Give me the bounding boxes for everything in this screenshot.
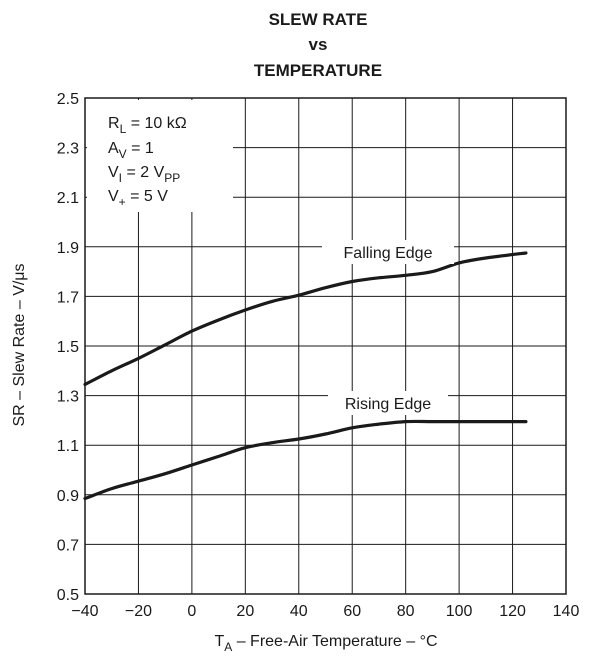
x-tick-label: 140	[553, 603, 580, 620]
x-tick-label: −20	[125, 603, 152, 620]
chart-title-line-3: TEMPERATURE	[254, 61, 382, 80]
tick-labels: −40 −20 0 20 40 60 80 100 120 140 0.5 0.7 0.9 1.1 1.3 1…	[57, 91, 580, 620]
chart-title-line-2: vs	[309, 35, 328, 54]
x-tick-label: 40	[290, 603, 308, 620]
y-tick-label: 0.9	[57, 488, 79, 505]
x-axis-label: TA – Free-Air Temperature – °C	[214, 633, 437, 654]
y-tick-label: 2.5	[57, 91, 79, 108]
y-tick-label: 2.1	[57, 190, 79, 207]
condition-av: AV = 1	[108, 140, 154, 161]
x-tick-label: 60	[343, 603, 361, 620]
y-tick-label: 1.5	[57, 339, 79, 356]
rising-edge-label-background	[328, 391, 448, 415]
condition-rl: RL = 10 kΩ	[108, 115, 187, 136]
falling-edge-label-background	[322, 240, 454, 264]
series-falling-edge-line	[83, 251, 528, 386]
x-tick-label: 20	[236, 603, 254, 620]
chart-title-line-1: SLEW RATE	[269, 10, 368, 29]
y-axis-label: SR – Slew Rate – V/μs	[11, 263, 28, 426]
series-rising-edge-line	[83, 419, 528, 501]
conditions-background	[87, 100, 233, 212]
x-tick-label: −40	[71, 603, 98, 620]
y-tick-label: 1.7	[57, 289, 79, 306]
y-tick-label: 1.1	[57, 438, 79, 455]
plot-frame	[84, 97, 567, 595]
y-tick-label: 1.9	[57, 240, 79, 257]
y-tick-label: 0.7	[57, 537, 79, 554]
y-tick-label: 0.5	[57, 587, 79, 604]
x-tick-label: 120	[499, 603, 526, 620]
x-tick-label: 80	[397, 603, 415, 620]
condition-vi: VI = 2 VPP	[108, 164, 180, 185]
y-tick-label: 1.3	[57, 389, 79, 406]
x-tick-label: 0	[187, 603, 196, 620]
falling-edge-label: Falling Edge	[344, 245, 433, 262]
x-tick-label: 100	[446, 603, 473, 620]
y-tick-label: 2.3	[57, 141, 79, 158]
rising-edge-label: Rising Edge	[345, 396, 431, 413]
conditions-box: RL = 10 kΩ AV = 1 VI = 2 VPP V+ = 5 V	[87, 100, 233, 212]
grid	[85, 98, 566, 594]
condition-vplus: V+ = 5 V	[108, 188, 168, 209]
